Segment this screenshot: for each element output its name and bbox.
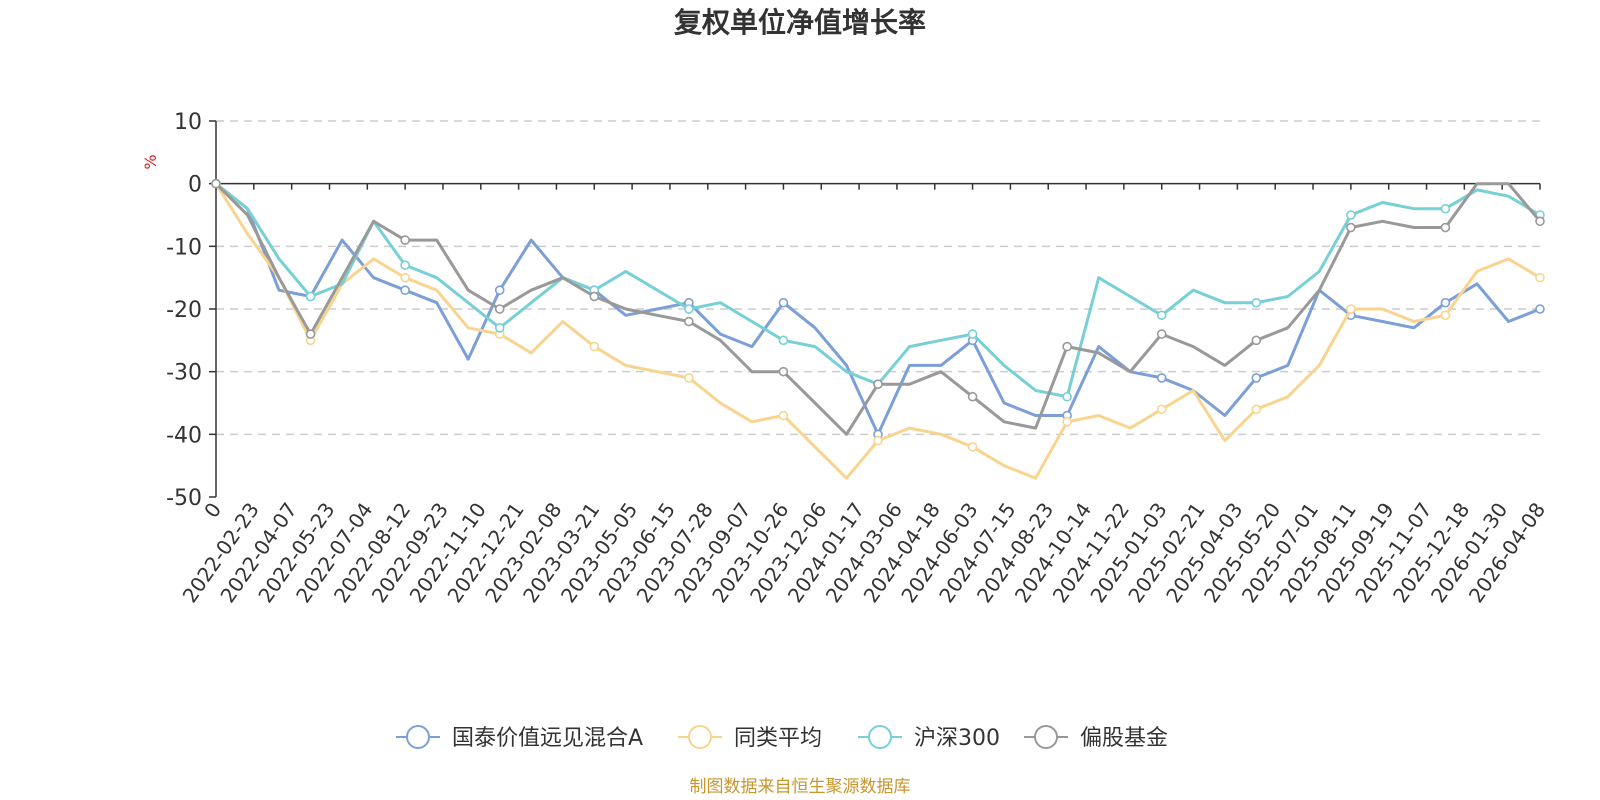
y-tick-label: -10 bbox=[166, 235, 202, 260]
source-note: 制图数据来自恒生聚源数据库 bbox=[690, 777, 911, 797]
series-point bbox=[778, 297, 789, 308]
legend-icon bbox=[1034, 725, 1058, 749]
series-point bbox=[589, 341, 600, 352]
series-point bbox=[1440, 203, 1451, 214]
series-point bbox=[1440, 222, 1451, 233]
y-tick-label: -20 bbox=[166, 298, 202, 323]
legend-label: 同类平均 bbox=[734, 726, 822, 751]
series-point bbox=[400, 235, 410, 245]
y-tick-label: 10 bbox=[174, 110, 202, 135]
series-point bbox=[967, 442, 978, 452]
series-point bbox=[1156, 329, 1167, 339]
chart-title: 复权单位净值增长率 bbox=[674, 6, 926, 39]
series-point bbox=[400, 260, 410, 270]
legend: 国泰价值远见混合A 同类平均 沪深300 偏股基金 bbox=[396, 725, 1168, 751]
series-point bbox=[1346, 222, 1356, 233]
legend-icon bbox=[688, 725, 712, 749]
series-point bbox=[1062, 391, 1072, 402]
y-axis-unit: % bbox=[141, 154, 160, 169]
series-point bbox=[1156, 373, 1167, 383]
series-point bbox=[967, 329, 978, 339]
y-tick-label: -40 bbox=[166, 423, 202, 448]
series-point bbox=[589, 291, 600, 302]
series-point bbox=[1062, 341, 1072, 352]
y-tick-label: 0 bbox=[188, 173, 202, 198]
series-line-2 bbox=[215, 182, 1541, 399]
series-point bbox=[494, 304, 505, 314]
series-point bbox=[873, 435, 883, 446]
series-point bbox=[684, 373, 694, 383]
legend-label: 偏股基金 bbox=[1080, 726, 1168, 751]
series-point bbox=[778, 410, 789, 421]
legend-label: 沪深300 bbox=[914, 726, 1000, 751]
series-point bbox=[400, 272, 410, 283]
series-point bbox=[494, 285, 505, 296]
series-point bbox=[684, 304, 694, 314]
series-point bbox=[1440, 310, 1451, 321]
series-point bbox=[305, 291, 316, 302]
series-point bbox=[1156, 404, 1167, 415]
series-point bbox=[1251, 335, 1262, 346]
y-tick-label: -30 bbox=[166, 361, 202, 386]
y-tick-label: -50 bbox=[166, 486, 202, 511]
series-point bbox=[1346, 210, 1356, 220]
series-point bbox=[1062, 416, 1072, 427]
series-point bbox=[494, 322, 505, 333]
series-point bbox=[1346, 304, 1356, 314]
series-point bbox=[211, 178, 221, 189]
x-tick-label: 0 bbox=[199, 498, 226, 522]
axes: 100-10-20-30-40-5002022-02-232022-04-072… bbox=[166, 110, 1550, 607]
series-point bbox=[305, 329, 316, 339]
series-layer bbox=[211, 178, 1545, 480]
series-point bbox=[1251, 373, 1262, 383]
series-point bbox=[778, 335, 789, 346]
series-point bbox=[400, 285, 410, 296]
series-point bbox=[1251, 297, 1262, 308]
series-point bbox=[1535, 216, 1545, 227]
legend-icon bbox=[868, 725, 892, 749]
series-point bbox=[1251, 404, 1262, 415]
series-point bbox=[684, 316, 694, 327]
series-point bbox=[1440, 297, 1451, 308]
series-point bbox=[1156, 310, 1167, 321]
series-point bbox=[778, 366, 789, 377]
legend-label: 国泰价值远见混合A bbox=[452, 726, 643, 751]
series-point bbox=[1535, 304, 1545, 314]
series-point bbox=[967, 391, 978, 402]
legend-icon bbox=[406, 725, 430, 749]
series-point bbox=[1535, 272, 1545, 283]
series-point bbox=[873, 379, 883, 390]
